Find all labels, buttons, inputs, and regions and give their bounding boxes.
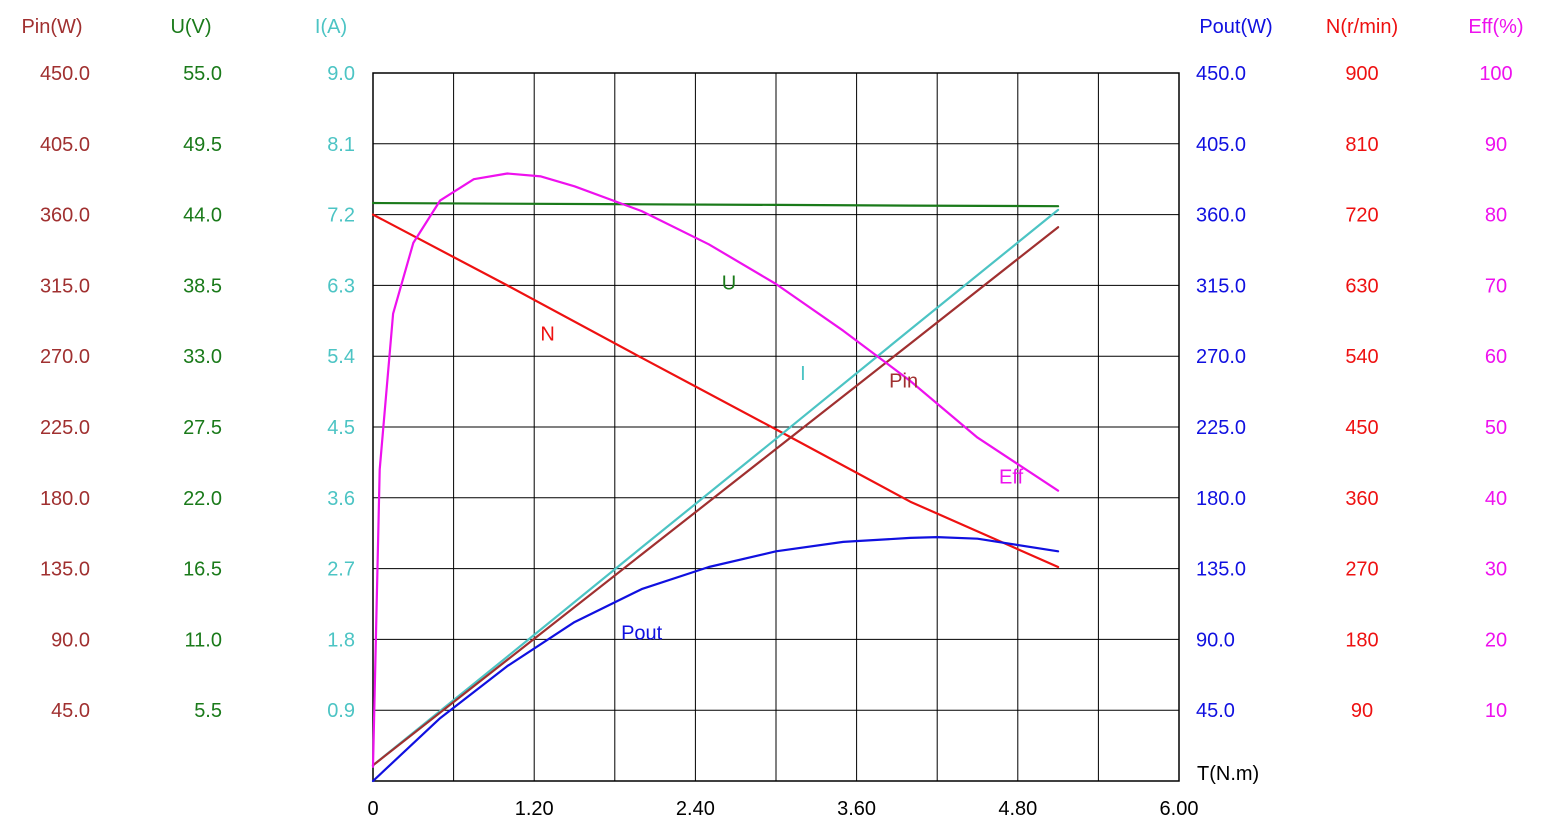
tick-label-pout: 270.0 (1196, 346, 1246, 368)
axis-title-u: U(V) (170, 16, 211, 38)
tick-label-n: 900 (1345, 63, 1378, 85)
series-lines (371, 172, 1060, 783)
tick-label-u: 5.5 (194, 700, 222, 722)
tick-label-n: 270 (1345, 559, 1378, 581)
tick-label-i: 2.7 (327, 559, 355, 581)
tick-label-eff: 100 (1479, 63, 1512, 85)
tick-label-pin: 315.0 (40, 275, 90, 297)
tick-label-n: 630 (1345, 275, 1378, 297)
tick-label-i: 5.4 (327, 346, 355, 368)
series-label-pin: Pin (889, 371, 918, 393)
tick-label-pout: 180.0 (1196, 488, 1246, 510)
axis-title-eff: Eff(%) (1468, 16, 1523, 38)
x-tick-label: 6.00 (1160, 798, 1199, 820)
axes: Pin(W) 450.0 405.0 360.0 315.0 270.0 225.0 180.… (21, 16, 1523, 820)
tick-label-i: 9.0 (327, 63, 355, 85)
series-line-i (371, 208, 1060, 767)
series-line-pin (371, 226, 1060, 767)
tick-label-pout: 405.0 (1196, 134, 1246, 156)
tick-label-eff: 40 (1485, 488, 1507, 510)
tick-label-u: 11.0 (185, 629, 222, 651)
tick-label-u: 16.5 (183, 559, 222, 581)
tick-label-i: 6.3 (327, 275, 355, 297)
x-tick-label: 2.40 (676, 798, 715, 820)
tick-label-pin: 135.0 (40, 559, 90, 581)
x-tick-label: 1.20 (515, 798, 554, 820)
tick-label-i: 8.1 (327, 134, 355, 156)
tick-label-eff: 80 (1485, 205, 1507, 227)
tick-label-pout: 315.0 (1196, 275, 1246, 297)
tick-label-i: 0.9 (327, 700, 355, 722)
series-line-n (371, 213, 1060, 569)
tick-label-pin: 450.0 (40, 63, 90, 85)
tick-label-u: 27.5 (183, 417, 222, 439)
tick-label-n: 810 (1345, 134, 1378, 156)
tick-label-i: 1.8 (327, 629, 355, 651)
tick-label-eff: 50 (1485, 417, 1507, 439)
x-tick-label: 0 (367, 798, 378, 820)
tick-label-pin: 225.0 (40, 417, 90, 439)
tick-label-u: 55.0 (183, 63, 222, 85)
tick-label-eff: 70 (1485, 275, 1507, 297)
tick-label-n: 540 (1345, 346, 1378, 368)
series-line-eff (371, 172, 1060, 768)
tick-label-n: 450 (1345, 417, 1378, 439)
tick-label-eff: 90 (1485, 134, 1507, 156)
tick-label-pout: 135.0 (1196, 559, 1246, 581)
axis-title-i: I(A) (315, 16, 347, 38)
tick-label-pin: 90.0 (51, 629, 90, 651)
tick-label-u: 44.0 (183, 205, 222, 227)
tick-label-pout: 360.0 (1196, 205, 1246, 227)
tick-label-n: 90 (1351, 700, 1373, 722)
tick-label-eff: 10 (1485, 700, 1507, 722)
x-tick-label: 3.60 (837, 798, 876, 820)
tick-label-eff: 30 (1485, 559, 1507, 581)
tick-label-n: 720 (1345, 205, 1378, 227)
tick-label-pout: 90.0 (1196, 629, 1235, 651)
tick-label-eff: 60 (1485, 346, 1507, 368)
series-label-pout: Pout (621, 622, 663, 644)
tick-label-pin: 360.0 (40, 205, 90, 227)
series-label-n: N (540, 323, 554, 345)
x-tick-label: 4.80 (998, 798, 1037, 820)
axis-title-n: N(r/min) (1326, 16, 1398, 38)
tick-label-pout: 450.0 (1196, 63, 1246, 85)
tick-label-eff: 20 (1485, 629, 1507, 651)
plot-frame (372, 72, 1180, 782)
series-label-eff: Eff (999, 467, 1024, 489)
tick-label-pout: 45.0 (1196, 700, 1235, 722)
axis-title-pin: Pin(W) (21, 16, 82, 38)
tick-label-u: 33.0 (183, 346, 222, 368)
tick-label-u: 49.5 (183, 134, 222, 156)
series-line-u (371, 201, 1060, 208)
tick-label-i: 3.6 (327, 488, 355, 510)
tick-label-u: 38.5 (183, 275, 222, 297)
series-line-pout (371, 535, 1060, 783)
axis-title-pout: Pout(W) (1199, 16, 1272, 38)
tick-label-n: 360 (1345, 488, 1378, 510)
grid (373, 73, 1179, 781)
series-label-i: I (800, 363, 806, 385)
tick-label-u: 22.0 (183, 488, 222, 510)
tick-label-pin: 405.0 (40, 134, 90, 156)
tick-label-pin: 45.0 (51, 700, 90, 722)
tick-label-n: 180 (1345, 629, 1378, 651)
series-label-u: U (722, 272, 736, 294)
tick-label-pin: 180.0 (40, 488, 90, 510)
tick-label-pin: 270.0 (40, 346, 90, 368)
x-axis-label: T(N.m) (1197, 763, 1259, 785)
tick-label-pout: 225.0 (1196, 417, 1246, 439)
series-labels: U N I Pin Eff Pout (540, 272, 1023, 644)
tick-label-i: 4.5 (327, 417, 355, 439)
tick-label-i: 7.2 (327, 205, 355, 227)
